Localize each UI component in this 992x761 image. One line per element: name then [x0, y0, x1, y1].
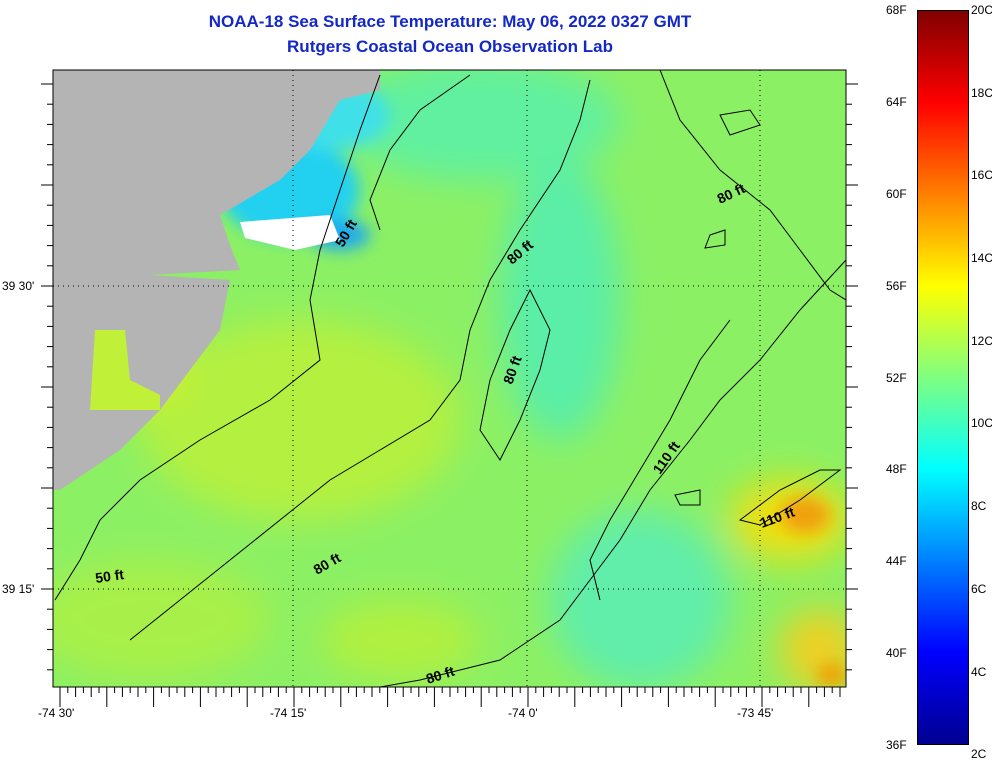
colorbar-c-label: 14C	[971, 251, 992, 266]
colorbar-f-label: 40F	[886, 646, 907, 661]
colorbar-f-label: 52F	[886, 370, 907, 385]
lat-label: 39 15'	[2, 582, 35, 596]
lon-label: -74 30'	[38, 706, 75, 720]
colorbar-c-label: 4C	[971, 664, 987, 679]
lon-label: -73 45'	[737, 706, 774, 720]
colorbar-f-label: 68F	[886, 3, 907, 17]
colorbar-c-label: 8C	[971, 499, 987, 514]
lat-label: 39 30'	[2, 279, 35, 293]
map-title: NOAA-18 Sea Surface Temperature: May 06,…	[208, 12, 692, 31]
lon-label: -74 15'	[270, 706, 307, 720]
colorbar-f-label: 48F	[886, 462, 907, 477]
colorbar-f-label: 36F	[886, 738, 907, 752]
grid-lines	[53, 70, 846, 687]
lon-label: -74 0'	[508, 706, 538, 720]
colorbar-c-label: 18C	[971, 85, 992, 100]
colorbar-c-label: 6C	[971, 581, 987, 596]
contour-label-group: 50 ft 80 ft 80 ft 80 ft 110 ft 110 ft 80…	[94, 180, 797, 687]
colorbar-f-label: 44F	[886, 554, 907, 569]
colorbar-c-label: 2C	[971, 747, 987, 761]
contour-label: 50 ft	[94, 566, 125, 586]
colorbar-f-label: 60F	[886, 186, 907, 201]
map-subtitle: Rutgers Coastal Ocean Observation Lab	[287, 37, 613, 56]
colorbar-c-label: 16C	[971, 168, 992, 183]
colorbar-f-label: 64F	[886, 94, 907, 109]
land	[53, 230, 230, 490]
colorbar	[917, 10, 969, 745]
land	[53, 70, 380, 275]
cloud-mask	[240, 215, 340, 250]
colorbar-c-label: 12C	[971, 333, 992, 348]
colorbar-c-label: 20C	[971, 3, 992, 17]
colorbar-f-label: 56F	[886, 278, 907, 293]
axis-ticks	[41, 83, 858, 707]
temperature-field	[53, 70, 846, 687]
colorbar-c-label: 10C	[971, 416, 992, 431]
